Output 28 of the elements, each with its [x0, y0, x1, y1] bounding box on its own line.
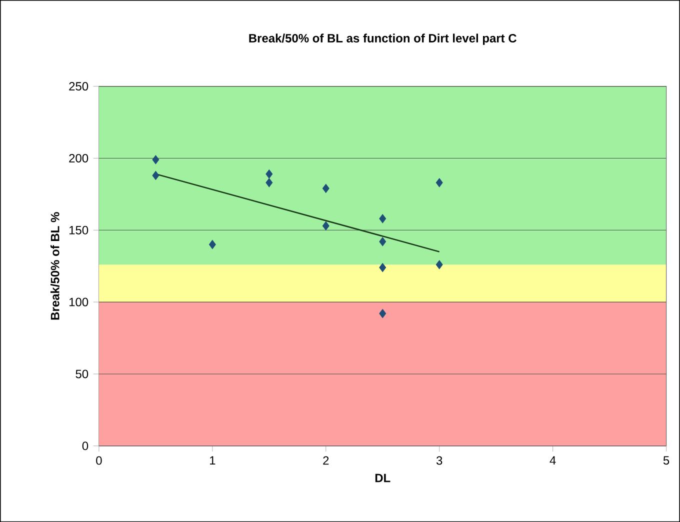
point: [379, 262, 386, 272]
x-tick-label: 2: [323, 456, 329, 465]
y-tick-label: 250: [69, 82, 88, 90]
point: [379, 308, 386, 318]
x-tick-label: 5: [663, 456, 670, 465]
x-tick-label: 3: [436, 456, 442, 465]
x-tick-label: 4: [550, 456, 556, 464]
point: [152, 170, 160, 180]
y-tick-label: 150: [69, 226, 88, 234]
point: [322, 221, 330, 230]
point: [208, 240, 216, 249]
y-axis-title: Break/50% of BL %: [50, 212, 60, 320]
point: [436, 260, 443, 270]
x-axis-title: DL: [375, 474, 390, 482]
x-tick-label: 0: [96, 456, 102, 465]
point: [436, 178, 443, 188]
y-tick-label: 50: [76, 370, 88, 378]
y-tick-label: 100: [69, 298, 88, 306]
y-tick-label: 0: [82, 442, 88, 450]
x-tick-label: 1: [210, 456, 216, 464]
point: [379, 237, 386, 246]
point: [152, 155, 160, 164]
chart-title: Break/50% of BL as function of Dirt level part C: [249, 34, 516, 45]
point: [379, 214, 386, 224]
y-tick-label: 200: [69, 154, 88, 162]
point: [266, 169, 273, 178]
point: [266, 178, 273, 188]
point: [322, 184, 330, 193]
